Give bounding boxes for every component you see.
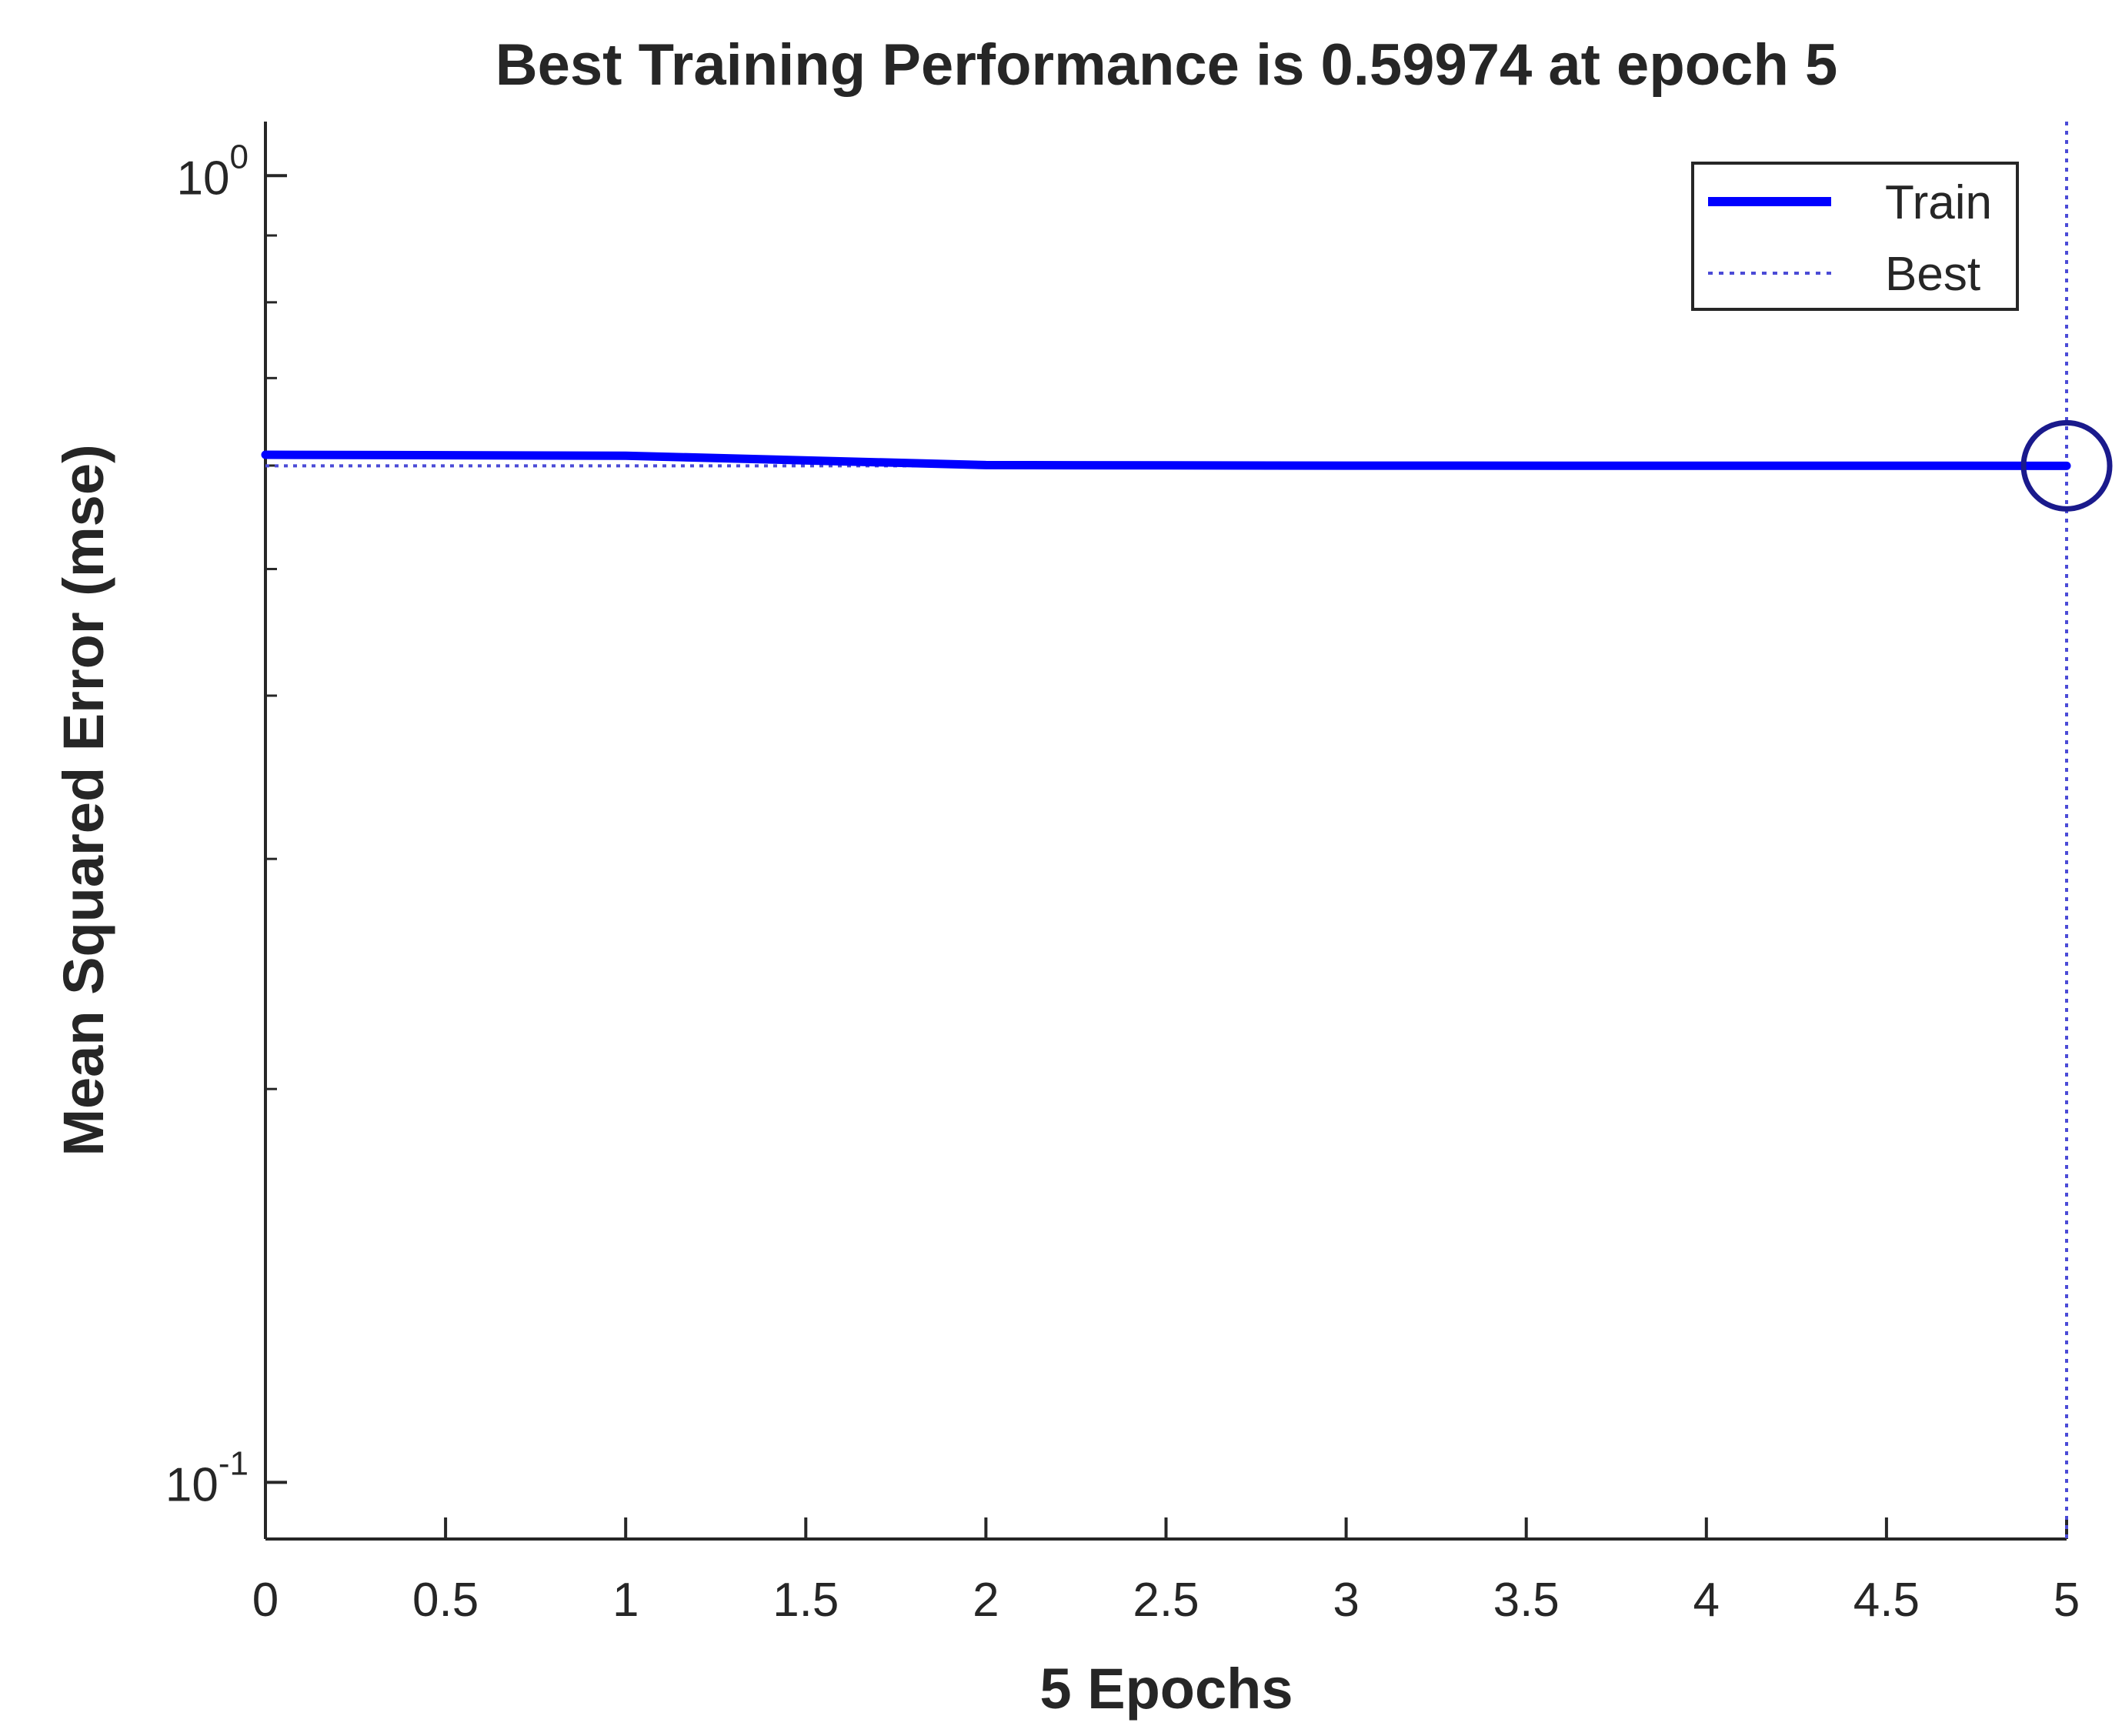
- x-tick-label: 1: [612, 1574, 639, 1627]
- legend-train-label: Train: [1885, 176, 1992, 229]
- x-tick-label: 0.5: [412, 1574, 479, 1627]
- x-tick-label: 4.5: [1853, 1574, 1920, 1627]
- x-tick-label: 1.5: [772, 1574, 839, 1627]
- chart-title: Best Training Performance is 0.59974 at …: [495, 32, 1838, 98]
- x-tick-label: 3: [1333, 1574, 1359, 1627]
- x-tick-label: 0: [252, 1574, 279, 1627]
- x-tick-label: 4: [1693, 1574, 1720, 1627]
- x-axis-label: 5 Epochs: [1040, 1657, 1293, 1721]
- legend: Train Best: [1693, 163, 2017, 309]
- x-tick-label: 2: [973, 1574, 999, 1627]
- legend-best-label: Best: [1885, 248, 1980, 301]
- x-tick-label: 5: [2054, 1574, 2080, 1627]
- x-tick-label: 3.5: [1493, 1574, 1560, 1627]
- x-tick-label: 2.5: [1133, 1574, 1199, 1627]
- y-axis-label: Mean Squared Error (mse): [52, 444, 115, 1156]
